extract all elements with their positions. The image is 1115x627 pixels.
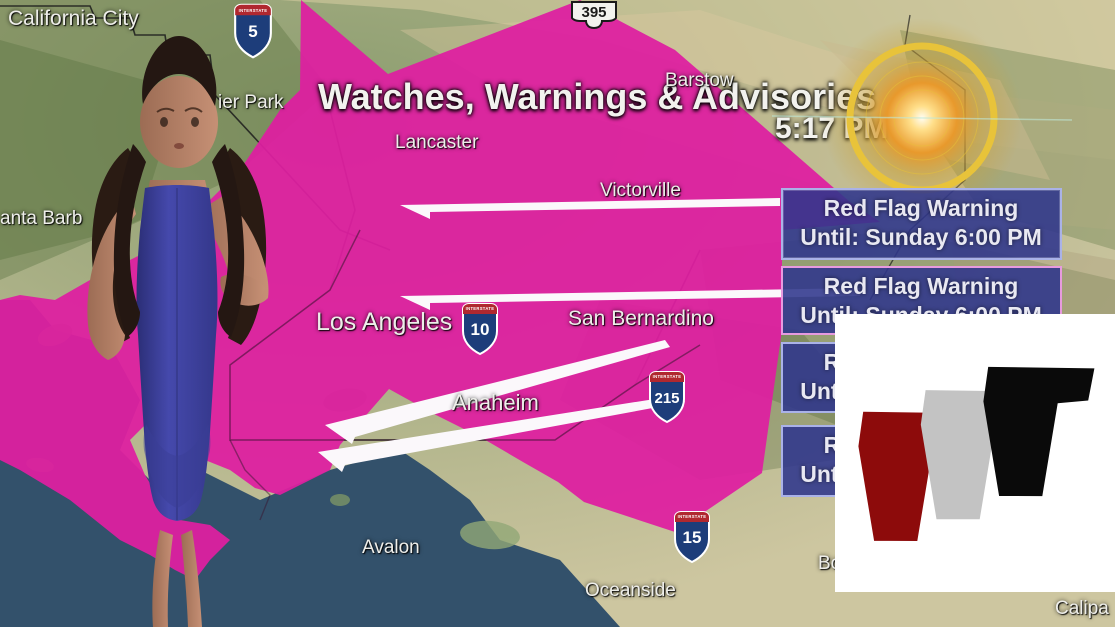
svg-text:INTERSTATE: INTERSTATE xyxy=(678,514,707,519)
svg-text:INTERSTATE: INTERSTATE xyxy=(466,306,495,311)
svg-text:215: 215 xyxy=(654,390,679,407)
svg-text:INTERSTATE: INTERSTATE xyxy=(653,374,682,379)
svg-text:395: 395 xyxy=(581,4,606,21)
svg-text:15: 15 xyxy=(683,528,702,547)
svg-text:10: 10 xyxy=(471,320,490,339)
